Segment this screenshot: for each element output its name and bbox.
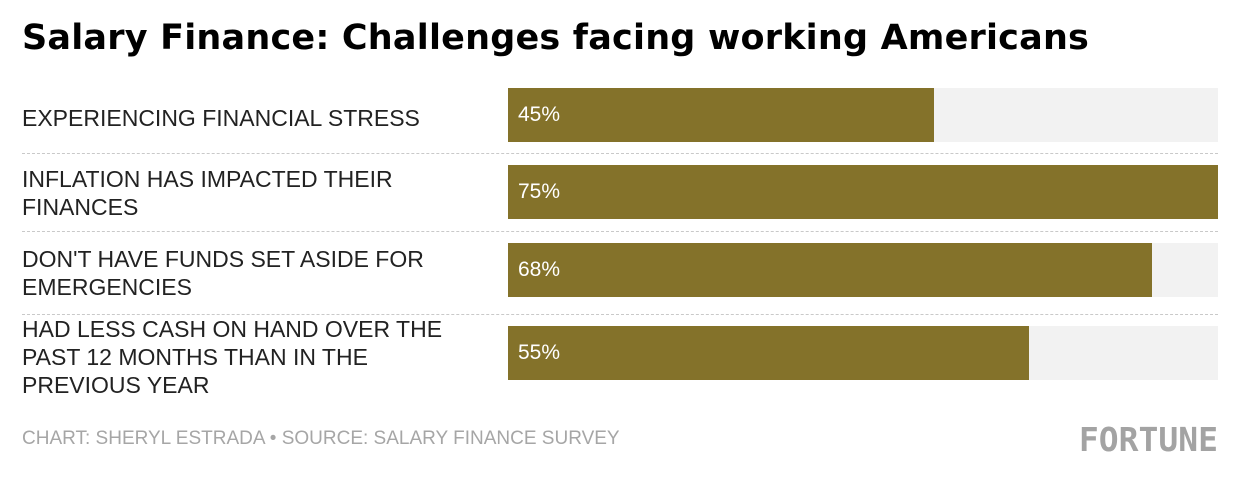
chart-title: Salary Finance: Challenges facing workin… [22, 18, 1090, 58]
value-label: 55% [518, 341, 561, 364]
category-label: INFLATION HAS IMPACTED THEIR FINANCES [22, 165, 393, 220]
bar-row: EXPERIENCING FINANCIAL STRESS 45% [22, 82, 1218, 154]
chart-credit: CHART: SHERYL ESTRADA • SOURCE: SALARY F… [22, 428, 620, 449]
bar-rows: EXPERIENCING FINANCIAL STRESS 45% INFLATIO… [22, 82, 1218, 399]
bar-track: 55% [508, 326, 1218, 380]
bar: 68% [508, 243, 1152, 297]
bar-row: DON'T HAVE FUNDS SET ASIDE FOR EMERGENCI… [22, 232, 1218, 315]
bar: 55% [508, 326, 1029, 380]
fortune-logo: FORTUNE [1078, 420, 1218, 459]
value-label: 45% [518, 103, 561, 126]
bar: 45% [508, 88, 934, 142]
bar-row: INFLATION HAS IMPACTED THEIR FINANCES 75% [22, 154, 1218, 232]
category-label: HAD LESS CASH ON HAND OVER THE PAST 12 M… [22, 316, 443, 398]
bar-track: 68% [508, 243, 1218, 297]
bar: 75% [508, 165, 1218, 219]
bar-track: 45% [508, 88, 1218, 142]
value-label: 75% [518, 180, 561, 203]
category-label: DON'T HAVE FUNDS SET ASIDE FOR EMERGENCI… [22, 246, 424, 300]
bar-track: 75% [508, 165, 1218, 219]
bar-row: HAD LESS CASH ON HAND OVER THE PAST 12 M… [22, 315, 1218, 399]
category-label: EXPERIENCING FINANCIAL STRESS [22, 104, 420, 131]
value-label: 68% [518, 258, 561, 281]
